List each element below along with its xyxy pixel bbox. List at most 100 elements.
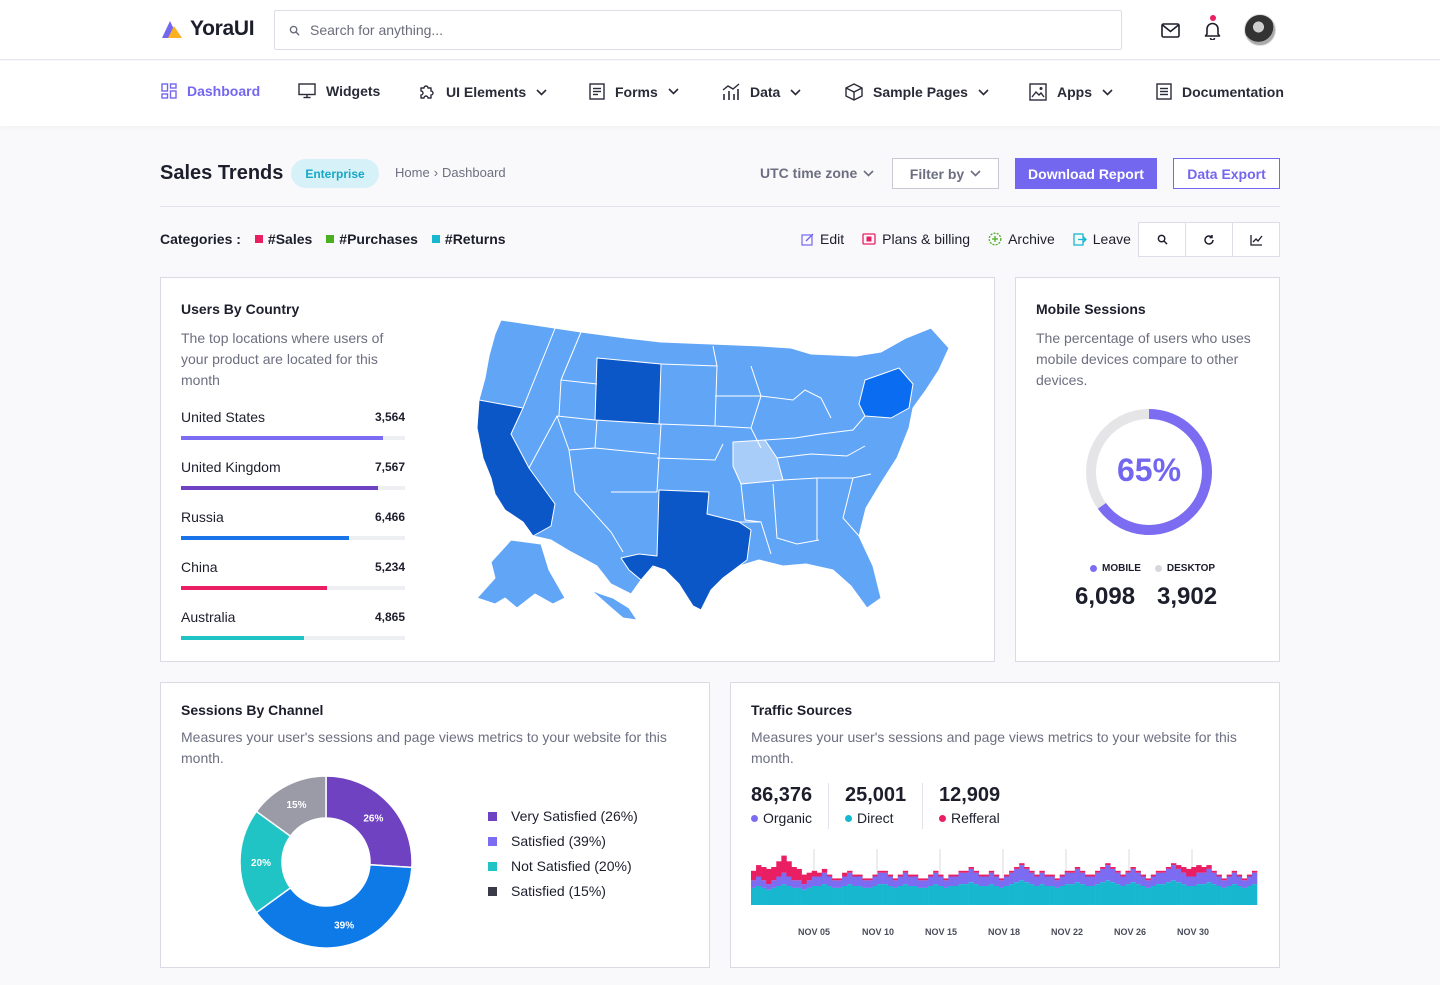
traffic-bar xyxy=(938,886,944,905)
archive-action[interactable]: Archive xyxy=(988,231,1055,247)
leave-action[interactable]: Leave xyxy=(1073,231,1131,247)
traffic-bar xyxy=(963,884,969,905)
refresh-icon xyxy=(1204,234,1214,245)
traffic-bar xyxy=(862,880,868,888)
traffic-bar xyxy=(1170,880,1177,905)
traffic-bar xyxy=(1150,874,1157,877)
traffic-bar xyxy=(1009,884,1015,905)
traffic-bar xyxy=(933,870,939,873)
search-box[interactable] xyxy=(274,10,1122,50)
traffic-bar xyxy=(1241,887,1248,905)
traffic-bar xyxy=(1181,872,1187,885)
traffic-bar xyxy=(928,886,934,905)
traffic-bar xyxy=(1165,882,1172,905)
traffic-bar xyxy=(1191,876,1197,886)
traffic-bar xyxy=(1090,886,1096,905)
traffic-bar xyxy=(897,876,904,886)
nav-documentation[interactable]: Documentation xyxy=(1156,83,1284,100)
traffic-bar xyxy=(912,874,919,877)
pie-slice[interactable] xyxy=(255,775,327,838)
traffic-sources-card: Traffic Sources Measures your user's ses… xyxy=(730,682,1280,968)
breadcrumb-home[interactable]: Home xyxy=(395,165,430,180)
traffic-bar xyxy=(1155,884,1162,905)
traffic-bar xyxy=(1145,878,1152,881)
category-sales[interactable]: #Sales xyxy=(254,231,312,247)
traffic-bar xyxy=(943,887,949,905)
pie-slice[interactable] xyxy=(255,863,413,949)
notification-dot xyxy=(1210,15,1216,21)
refresh-tool[interactable] xyxy=(1186,223,1233,256)
category-color xyxy=(326,235,335,243)
breadcrumb-separator: › xyxy=(433,165,439,180)
traffic-bar xyxy=(1216,874,1222,877)
edit-action[interactable]: Edit xyxy=(801,231,844,247)
nav-forms[interactable]: Forms xyxy=(589,83,679,100)
traffic-bar xyxy=(801,884,807,890)
country-value: 5,234 xyxy=(374,560,405,574)
pie-slice[interactable] xyxy=(325,775,413,869)
traffic-bar xyxy=(892,878,899,881)
traffic-bar xyxy=(857,876,863,886)
traffic-bar xyxy=(831,887,838,905)
traffic-bar xyxy=(998,878,1005,881)
search-tool[interactable] xyxy=(1139,223,1186,256)
traffic-bar xyxy=(943,880,949,888)
legend-mobile: MOBILE xyxy=(1090,563,1141,574)
traffic-bar xyxy=(1105,880,1111,905)
image-icon xyxy=(1029,83,1047,101)
traffic-bar xyxy=(998,887,1005,905)
card-description: The percentage of users who uses mobile … xyxy=(1036,330,1251,388)
traffic-bar xyxy=(928,876,934,886)
traffic-bar xyxy=(1125,870,1131,873)
traffic-bar xyxy=(1064,870,1071,873)
traffic-bar xyxy=(756,865,762,877)
timezone-dropdown[interactable]: UTC time zone xyxy=(760,165,874,181)
traffic-bar xyxy=(998,880,1005,888)
billing-action[interactable]: Plans & billing xyxy=(862,231,970,247)
breadcrumb-current: Dashboard xyxy=(442,165,506,180)
traffic-bar xyxy=(958,870,964,873)
traffic-bar xyxy=(1160,884,1167,905)
traffic-bar xyxy=(1170,865,1177,881)
traffic-bar xyxy=(1186,876,1192,886)
search-input[interactable] xyxy=(310,22,1010,38)
traffic-bar xyxy=(1241,878,1248,881)
traffic-bar xyxy=(796,887,802,905)
nav-ui-elements[interactable]: UI Elements xyxy=(418,83,547,101)
traffic-bar xyxy=(923,880,929,888)
traffic-bar xyxy=(988,872,995,885)
traffic-bar xyxy=(1029,870,1035,873)
line-chart-icon xyxy=(1249,234,1263,246)
chevron-down-icon xyxy=(790,88,801,96)
mail-icon[interactable] xyxy=(1160,20,1180,40)
nav-sample-pages[interactable]: Sample Pages xyxy=(845,83,989,101)
nav-apps[interactable]: Apps xyxy=(1029,83,1113,101)
breadcrumb: Home › Dashboard xyxy=(395,165,506,180)
data-export-button[interactable]: Data Export xyxy=(1173,158,1280,189)
nav-widgets[interactable]: Widgets xyxy=(298,83,380,99)
logo[interactable]: YoraUI xyxy=(160,17,255,41)
nav-data[interactable]: Data xyxy=(722,83,801,101)
category-returns[interactable]: #Returns xyxy=(431,231,506,247)
bell-icon[interactable] xyxy=(1202,15,1222,40)
nav-dashboard[interactable]: Dashboard xyxy=(161,83,260,99)
download-report-button[interactable]: Download Report xyxy=(1015,158,1157,189)
traffic-bar xyxy=(831,878,838,881)
chevron-down-icon xyxy=(668,88,679,95)
traffic-bar xyxy=(1125,884,1131,905)
traffic-bar xyxy=(1226,874,1232,877)
progress-fill xyxy=(181,486,379,490)
category-purchases[interactable]: #Purchases xyxy=(326,231,418,247)
traffic-bar xyxy=(1176,865,1182,869)
traffic-bar xyxy=(1029,872,1035,885)
traffic-bar xyxy=(953,876,959,886)
traffic-bar xyxy=(1135,872,1141,885)
traffic-bar xyxy=(776,886,782,905)
divider xyxy=(160,206,1280,207)
traffic-bar xyxy=(923,887,929,905)
traffic-bar xyxy=(983,886,990,905)
chart-tool[interactable] xyxy=(1233,223,1279,256)
traffic-bar xyxy=(826,876,833,886)
filter-button[interactable]: Filter by xyxy=(892,158,999,189)
avatar[interactable] xyxy=(1244,14,1276,46)
